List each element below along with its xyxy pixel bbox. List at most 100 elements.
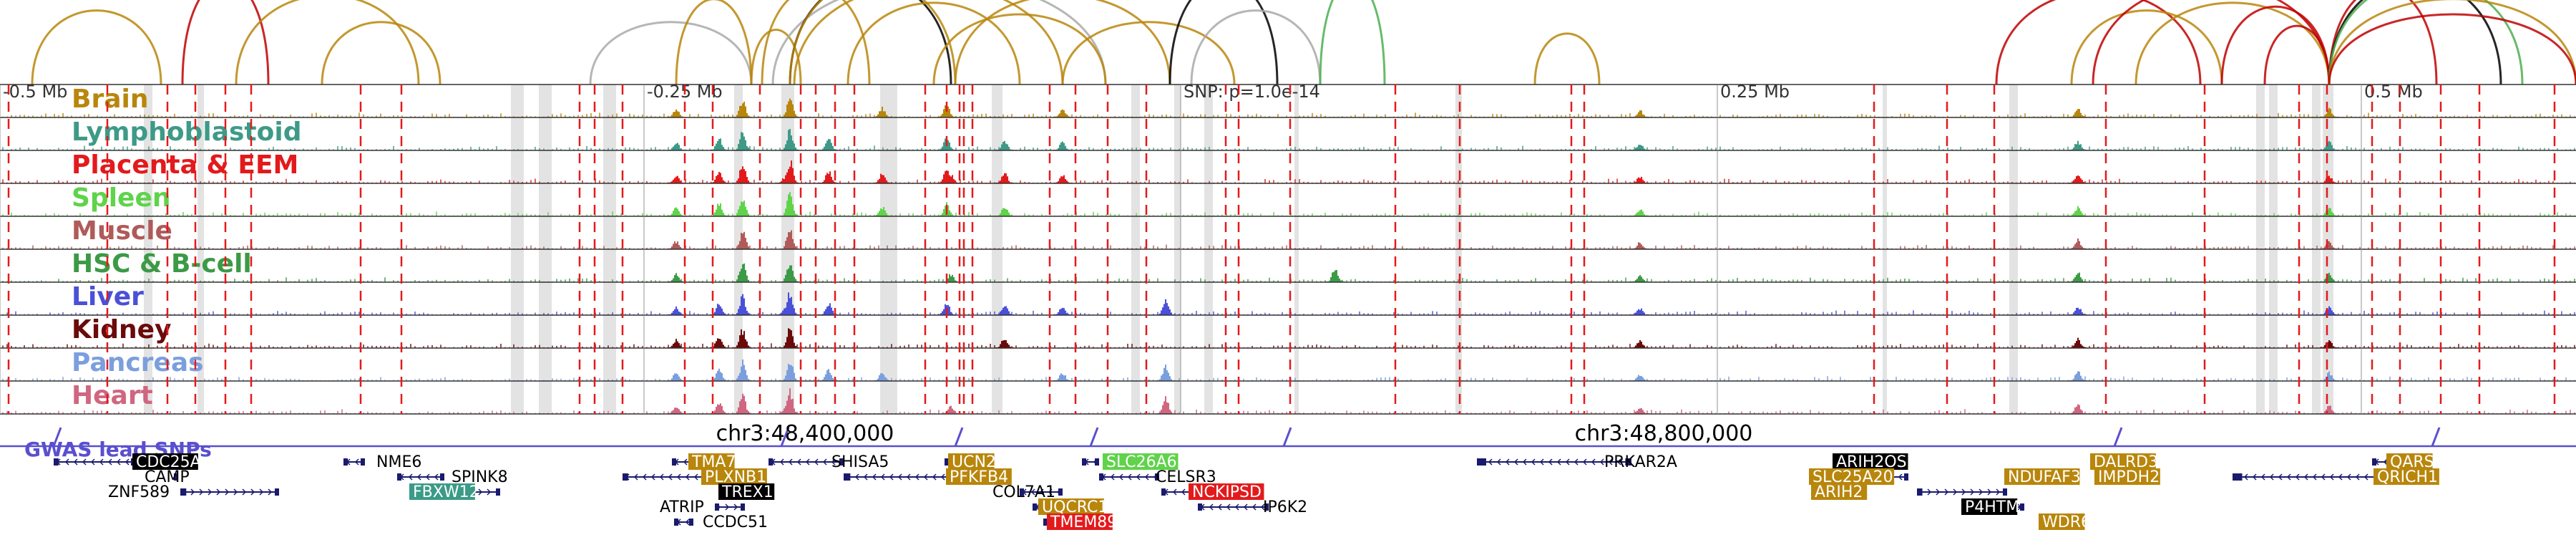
- gene: TMEM89: [1043, 514, 1117, 531]
- gene-exon: [741, 503, 745, 511]
- gene-label-box: [2386, 453, 2433, 470]
- gene-exon: [1917, 488, 1923, 496]
- gene-label-box: [1809, 468, 1895, 485]
- gene-label: QRICH1: [2377, 468, 2438, 486]
- gene-label-box: [2373, 468, 2439, 485]
- interaction-arc: [2328, 0, 2524, 85]
- interaction-arc: [1319, 0, 1386, 85]
- gene-exon: [2233, 473, 2243, 481]
- gene-exon: [2003, 488, 2007, 496]
- gene: CELSR3: [1099, 468, 1216, 486]
- gene: SHISA5: [769, 453, 889, 471]
- gene-label-box: [718, 483, 775, 500]
- gene: SLC25A20: [1809, 468, 1908, 486]
- gene-label-box: [1961, 498, 2018, 515]
- gene-exon: [715, 503, 719, 511]
- signal-peak: [2069, 140, 2087, 150]
- signal-peak: [667, 306, 686, 315]
- signal-background: [2, 145, 2575, 150]
- gene-label: PFKFB4: [950, 468, 1008, 486]
- interaction-arcs: [31, 0, 2576, 85]
- gene-exon: [839, 458, 844, 466]
- gene-label: COL7A1: [992, 483, 1055, 501]
- track: Heart: [0, 380, 2576, 414]
- interaction-arc: [2328, 0, 2438, 85]
- gene: ARIH2OS: [1833, 453, 1908, 471]
- gene-label: WDR6: [2042, 514, 2091, 531]
- gene-label: P4HTM: [1965, 498, 2019, 516]
- gene-exon: [496, 488, 500, 496]
- gene-label: TREX1: [721, 483, 774, 501]
- gene: FBXW12: [409, 483, 500, 501]
- signal-peak: [1053, 109, 1072, 117]
- signal-peak: [667, 339, 686, 348]
- gene-label-box: [132, 453, 198, 470]
- signal-peak: [942, 274, 960, 282]
- signal-peak: [1053, 307, 1072, 315]
- gene-label: PRKAR2A: [1604, 453, 1677, 471]
- gene: SLC26A6: [1082, 453, 1179, 471]
- gene-label-box: [688, 453, 735, 470]
- signal-peak: [1631, 308, 1649, 315]
- gene-label-box: [948, 453, 995, 470]
- distance-label: -0.5 Mb: [3, 82, 67, 102]
- coordinate-label: chr3:48,800,000: [1575, 421, 1753, 446]
- signal-peak: [1326, 270, 1345, 282]
- track: Liver: [0, 281, 2576, 315]
- gene-exon: [275, 488, 279, 496]
- gene-label: NME6: [376, 453, 421, 471]
- track-label: Lymphoblastoid: [72, 117, 302, 147]
- interaction-arc: [181, 0, 270, 85]
- interaction-arc: [2220, 6, 2331, 85]
- track-label: Placenta & EEM: [72, 150, 298, 180]
- gene-label-box: [1811, 483, 1868, 500]
- gene-label-box: [1189, 483, 1264, 500]
- gene-exon: [2372, 458, 2376, 466]
- gene: IMPDH2: [2094, 468, 2160, 486]
- interaction-arc: [789, 0, 957, 85]
- gwas-snp-mark: [1089, 427, 1099, 447]
- gene-exon: [174, 473, 178, 481]
- track: Muscle: [0, 216, 2576, 249]
- signal-peak: [667, 143, 686, 150]
- interaction-arc: [2328, 0, 2502, 85]
- interaction-arc: [235, 0, 420, 85]
- signal-background: [2, 178, 2575, 183]
- interaction-arc: [589, 21, 753, 85]
- gene-label: ARIH2OS: [1836, 453, 1907, 471]
- signal-peak: [1053, 373, 1072, 381]
- gwas-snp-mark: [2431, 427, 2441, 447]
- gene-exon: [672, 458, 676, 466]
- gene: ATRIP: [660, 498, 745, 516]
- marker-lines: [7, 85, 2556, 414]
- gene-label: IP6K2: [1263, 498, 1307, 516]
- gene-exon: [1161, 488, 1166, 496]
- signal-peak: [667, 373, 686, 381]
- gene: UCN2: [945, 453, 996, 471]
- signal-peak: [2069, 307, 2087, 315]
- gene-label: NDUFAF3: [2008, 468, 2081, 486]
- interaction-arc: [2328, 0, 2576, 85]
- interaction-arc: [1061, 21, 1236, 85]
- signal-peak: [1631, 339, 1649, 348]
- gene: WDR6: [2039, 514, 2091, 531]
- interaction-arc: [1995, 0, 2202, 85]
- signal-background: [2, 376, 2575, 381]
- signal-background: [2, 310, 2575, 315]
- signal-background: [2, 343, 2575, 348]
- gene-label-box: [2004, 468, 2080, 485]
- track: HSC & B-cell: [0, 249, 2576, 282]
- track-label: Heart: [72, 381, 153, 410]
- gene-label-box: [701, 468, 767, 485]
- gene-exon: [623, 473, 628, 481]
- track-label: Muscle: [72, 216, 172, 246]
- signal-background: [2, 211, 2575, 216]
- gene-label: TMEM89: [1050, 514, 1117, 531]
- gene-label-box: [1103, 453, 1179, 470]
- gene: UQCRC1: [1033, 498, 1108, 516]
- track: Brain: [0, 84, 2576, 117]
- signal-peak: [2069, 238, 2087, 249]
- gene-label: CAMP: [145, 468, 190, 486]
